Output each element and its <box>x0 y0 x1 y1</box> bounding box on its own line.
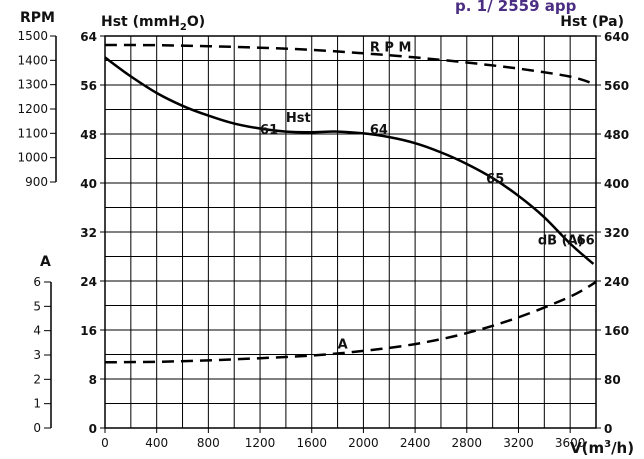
x-tick-label: 3200 <box>503 436 534 450</box>
left-tick-label: 48 <box>80 128 97 142</box>
x-tick-label: 2800 <box>452 436 483 450</box>
left-axis-title: Hst (mmH2O) <box>101 14 205 33</box>
x-axis-title: V(m3/h) <box>570 439 634 457</box>
rpm-tick-label: 1100 <box>17 126 48 140</box>
header-partial-title: p. 1/ 2559 app <box>455 0 577 15</box>
rpm-tick-label: 1000 <box>17 151 48 165</box>
rpm-axis: 900 1000 1100 1200 1300 1400 1500 <box>17 29 57 189</box>
rpm-tick-label: 1200 <box>17 102 48 116</box>
left-tick-label: 16 <box>80 324 97 338</box>
amp-tick-label: 4 <box>33 324 41 338</box>
x-tick-label: 800 <box>197 436 220 450</box>
amp-tick-label: 0 <box>33 421 41 435</box>
amp-tick-label: 1 <box>33 397 41 411</box>
amp-axis: 0 1 2 3 4 5 6 <box>33 275 52 435</box>
x-tick-label: 1200 <box>245 436 276 450</box>
x-tick-label: 2000 <box>348 436 379 450</box>
right-tick-label: 560 <box>604 79 629 93</box>
left-tick-label: 32 <box>80 226 97 240</box>
rpm-tick-label: 1300 <box>17 78 48 92</box>
annotation-label: 65 <box>486 172 504 187</box>
rpm-tick-label: 900 <box>25 175 48 189</box>
right-tick-label: 160 <box>604 324 629 338</box>
right-tick-label: 400 <box>604 177 629 191</box>
right-tick-label: 320 <box>604 226 629 240</box>
x-tick-label: 0 <box>101 436 109 450</box>
left-tick-label: 40 <box>80 177 97 191</box>
annotation-label: A <box>338 337 348 352</box>
annotation-label: R P M <box>370 40 412 55</box>
right-tick-label: 80 <box>604 373 621 387</box>
chart-curves <box>104 43 597 364</box>
x-tick-label: 1600 <box>296 436 327 450</box>
x-tick-label: 400 <box>145 436 168 450</box>
annotation-label: 66 <box>577 233 595 248</box>
amp-axis-title: A <box>40 254 51 270</box>
x-tick-label: 2400 <box>400 436 431 450</box>
rpm-tick-label: 1500 <box>17 29 48 43</box>
left-tick-label: 64 <box>80 30 97 44</box>
amp-tick-label: 3 <box>33 348 41 362</box>
right-tick-label: 640 <box>604 30 629 44</box>
x-tick-label: 3600 <box>555 436 586 450</box>
series-line-rpm <box>104 43 597 86</box>
left-tick-label: 56 <box>80 79 97 93</box>
left-tick-label: 0 <box>89 422 97 436</box>
series-line-hst <box>104 56 595 265</box>
rpm-axis-title: RPM <box>20 10 55 26</box>
annotation-label: 61 <box>260 123 278 138</box>
left-tick-label: 24 <box>80 275 97 289</box>
amp-tick-label: 5 <box>33 299 41 313</box>
amp-tick-label: 2 <box>33 372 41 386</box>
rpm-tick-label: 1400 <box>17 53 48 67</box>
annotation-label: Hst <box>286 111 311 126</box>
left-axis-ticks: 0 8 16 24 32 40 48 56 64 <box>80 30 105 436</box>
right-axis-title: Hst (Pa) <box>560 14 624 30</box>
x-axis-ticks: 0 400 800 1200 1600 2000 2400 2800 3200 3600 <box>101 428 585 450</box>
chart-grid <box>104 35 597 429</box>
right-tick-label: 240 <box>604 275 629 289</box>
amp-tick-label: 6 <box>33 275 41 289</box>
left-tick-label: 8 <box>89 373 97 387</box>
series-line-a <box>104 280 597 364</box>
right-tick-label: 480 <box>604 128 629 142</box>
annotation-label: dB (A) <box>538 233 584 248</box>
annotation-label: 64 <box>370 123 388 138</box>
right-tick-label: 0 <box>604 422 612 436</box>
right-axis-ticks: 0 80 160 240 320 400 480 560 640 <box>596 30 629 436</box>
